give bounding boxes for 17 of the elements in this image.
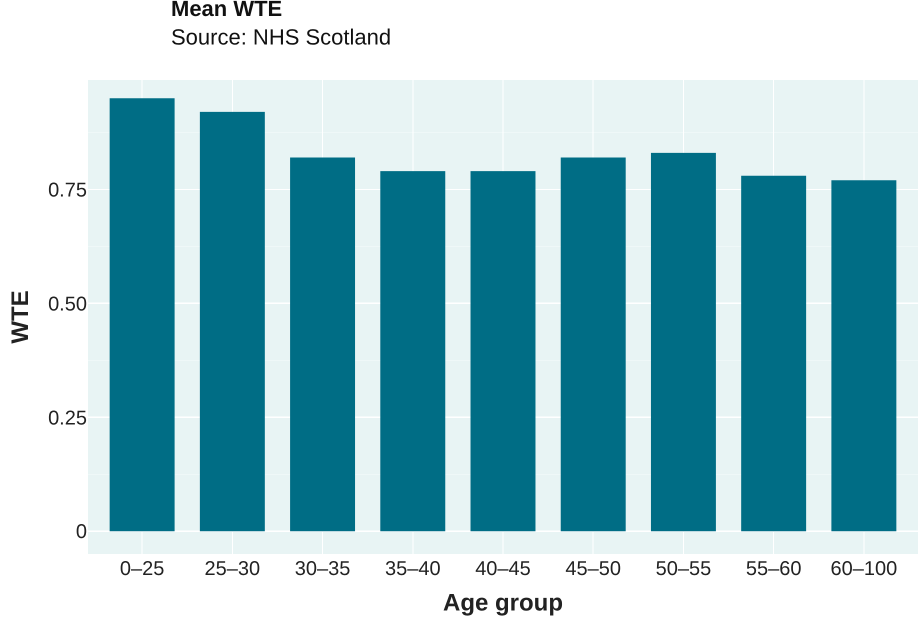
x-tick-label: 0–25 bbox=[120, 558, 164, 580]
x-tick-label: 40–45 bbox=[475, 558, 531, 580]
y-tick-label: 0.50 bbox=[48, 293, 87, 316]
x-tick-label: 50–55 bbox=[656, 558, 712, 580]
y-tick-label: 0 bbox=[76, 521, 87, 544]
y-axis-title: WTE bbox=[7, 290, 34, 344]
y-tick-label: 0.25 bbox=[48, 407, 87, 430]
x-tick-label: 55–60 bbox=[746, 558, 802, 580]
chart-subtitle: Source: NHS Scotland bbox=[171, 24, 392, 50]
x-tick-label: 35–40 bbox=[384, 558, 441, 580]
y-tick-label: 0.75 bbox=[48, 179, 87, 202]
x-tick-label: 45–50 bbox=[565, 558, 622, 580]
x-tick-label: 25–30 bbox=[204, 558, 260, 580]
x-axis-title: Age group bbox=[443, 589, 563, 616]
x-tick-label: 30–35 bbox=[294, 558, 350, 580]
x-tick-label: 60–100 bbox=[830, 558, 898, 580]
chart-title: Mean WTE bbox=[171, 0, 282, 21]
